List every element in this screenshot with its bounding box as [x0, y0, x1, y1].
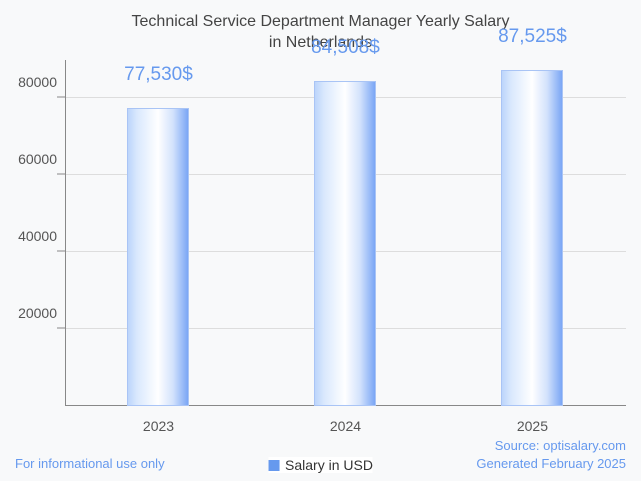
legend-label-salary: Salary in USD	[285, 457, 373, 473]
xtick-label-2024[interactable]: 2024	[252, 418, 439, 434]
ytick-label-80000: 80000	[7, 74, 57, 90]
footer-source-line1: Source: optisalary.com	[476, 437, 626, 455]
bar-group-2024[interactable]: 84,508$ 2024	[252, 60, 439, 406]
xtick-label-2023[interactable]: 2023	[65, 418, 252, 434]
bar-2025[interactable]	[501, 70, 563, 406]
footer-disclaimer: For informational use only	[15, 456, 165, 471]
xtick-label-2025[interactable]: 2025	[439, 418, 626, 434]
value-label-2023: 77,530$	[88, 64, 228, 86]
tick-dash-40000	[57, 251, 65, 252]
chart-container: Technical Service Department Manager Yea…	[0, 0, 641, 481]
footer-source: Source: optisalary.com Generated Februar…	[476, 437, 626, 473]
value-label-2025: 87,525$	[462, 26, 602, 48]
bar-2023[interactable]	[127, 108, 189, 406]
ytick-label-40000: 40000	[7, 228, 57, 244]
value-label-2024: 84,508$	[275, 37, 415, 59]
bar-group-2023[interactable]: 77,530$ 2023	[65, 60, 252, 406]
footer-source-line2: Generated February 2025	[476, 455, 626, 473]
bar-group-2025[interactable]: 87,525$ 2025	[439, 60, 626, 406]
legend[interactable]: Salary in USD	[268, 457, 373, 473]
ytick-label-60000: 60000	[7, 151, 57, 167]
bar-2024[interactable]	[314, 81, 376, 406]
ytick-label-20000: 20000	[7, 305, 57, 321]
tick-dash-80000	[57, 97, 65, 98]
legend-swatch-salary	[268, 460, 279, 471]
plot-area: 20000 40000 60000 80000 77,530$ 2023 84,…	[65, 60, 626, 406]
tick-dash-60000	[57, 174, 65, 175]
tick-dash-20000	[57, 328, 65, 329]
